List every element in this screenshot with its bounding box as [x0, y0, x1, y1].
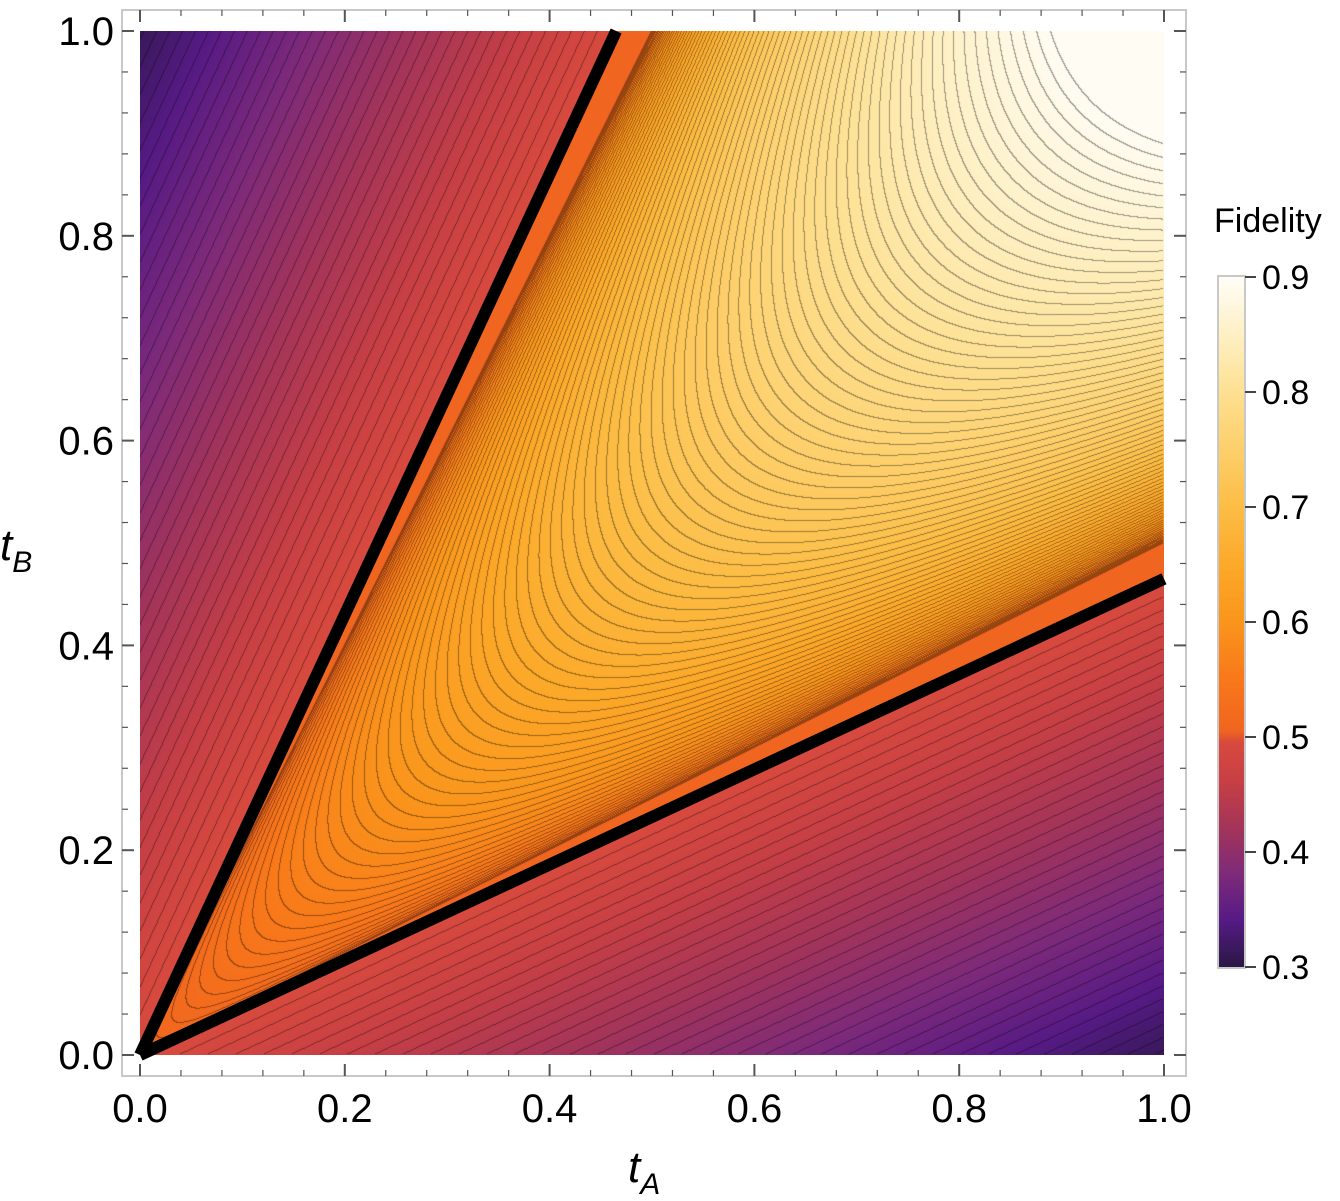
plot-frame	[121, 9, 1187, 1077]
colorbar-tick-label: 0.3	[1262, 949, 1309, 987]
y-tick-label: 0.2	[58, 829, 114, 873]
heatmap-plot-area	[140, 31, 1164, 1055]
y-tick-label: 0.0	[58, 1034, 114, 1078]
y-tick-label: 1.0	[58, 10, 114, 54]
axis-ticks	[122, 10, 1186, 1076]
x-tick-label: 0.8	[931, 1087, 987, 1131]
x-tick-label: 0.4	[522, 1087, 578, 1131]
colorbar-ticks: 0.3 0.4 0.5 0.6 0.7 0.8 0.9	[1245, 259, 1309, 987]
colorbar-tick-label: 0.5	[1262, 719, 1309, 757]
colorbar-tick-label: 0.6	[1262, 604, 1309, 642]
x-tick-label: 0.2	[317, 1087, 373, 1131]
lower-boundary-line	[137, 573, 1167, 1061]
colorbar-gradient	[1219, 277, 1244, 967]
upper-boundary-line	[134, 28, 622, 1058]
x-tick-label: 0.6	[727, 1087, 783, 1131]
x-tick-label: 1.0	[1136, 1087, 1192, 1131]
colorbar-tick-label: 0.9	[1262, 259, 1309, 297]
y-axis-title: tB	[0, 521, 32, 579]
y-tick-label: 0.6	[58, 420, 114, 464]
colorbar-frame	[1217, 275, 1246, 969]
axis-tick-labels: 0.0 0.2 0.4 0.6 0.8 1.0 0.0 0.2 0.4 0.6 0.8 1.0	[58, 10, 1191, 1131]
x-tick-label: 0.0	[112, 1087, 168, 1131]
colorbar-tick-label: 0.8	[1262, 374, 1309, 412]
boundary-lines	[134, 28, 1167, 1061]
x-axis-title: tA	[628, 1143, 660, 1201]
y-tick-label: 0.4	[58, 624, 114, 668]
colorbar-tick-label: 0.7	[1262, 489, 1309, 527]
colorbar-tick-label: 0.4	[1262, 834, 1309, 872]
y-tick-label: 0.8	[58, 215, 114, 259]
colorbar-title: Fidelity	[1214, 202, 1322, 240]
